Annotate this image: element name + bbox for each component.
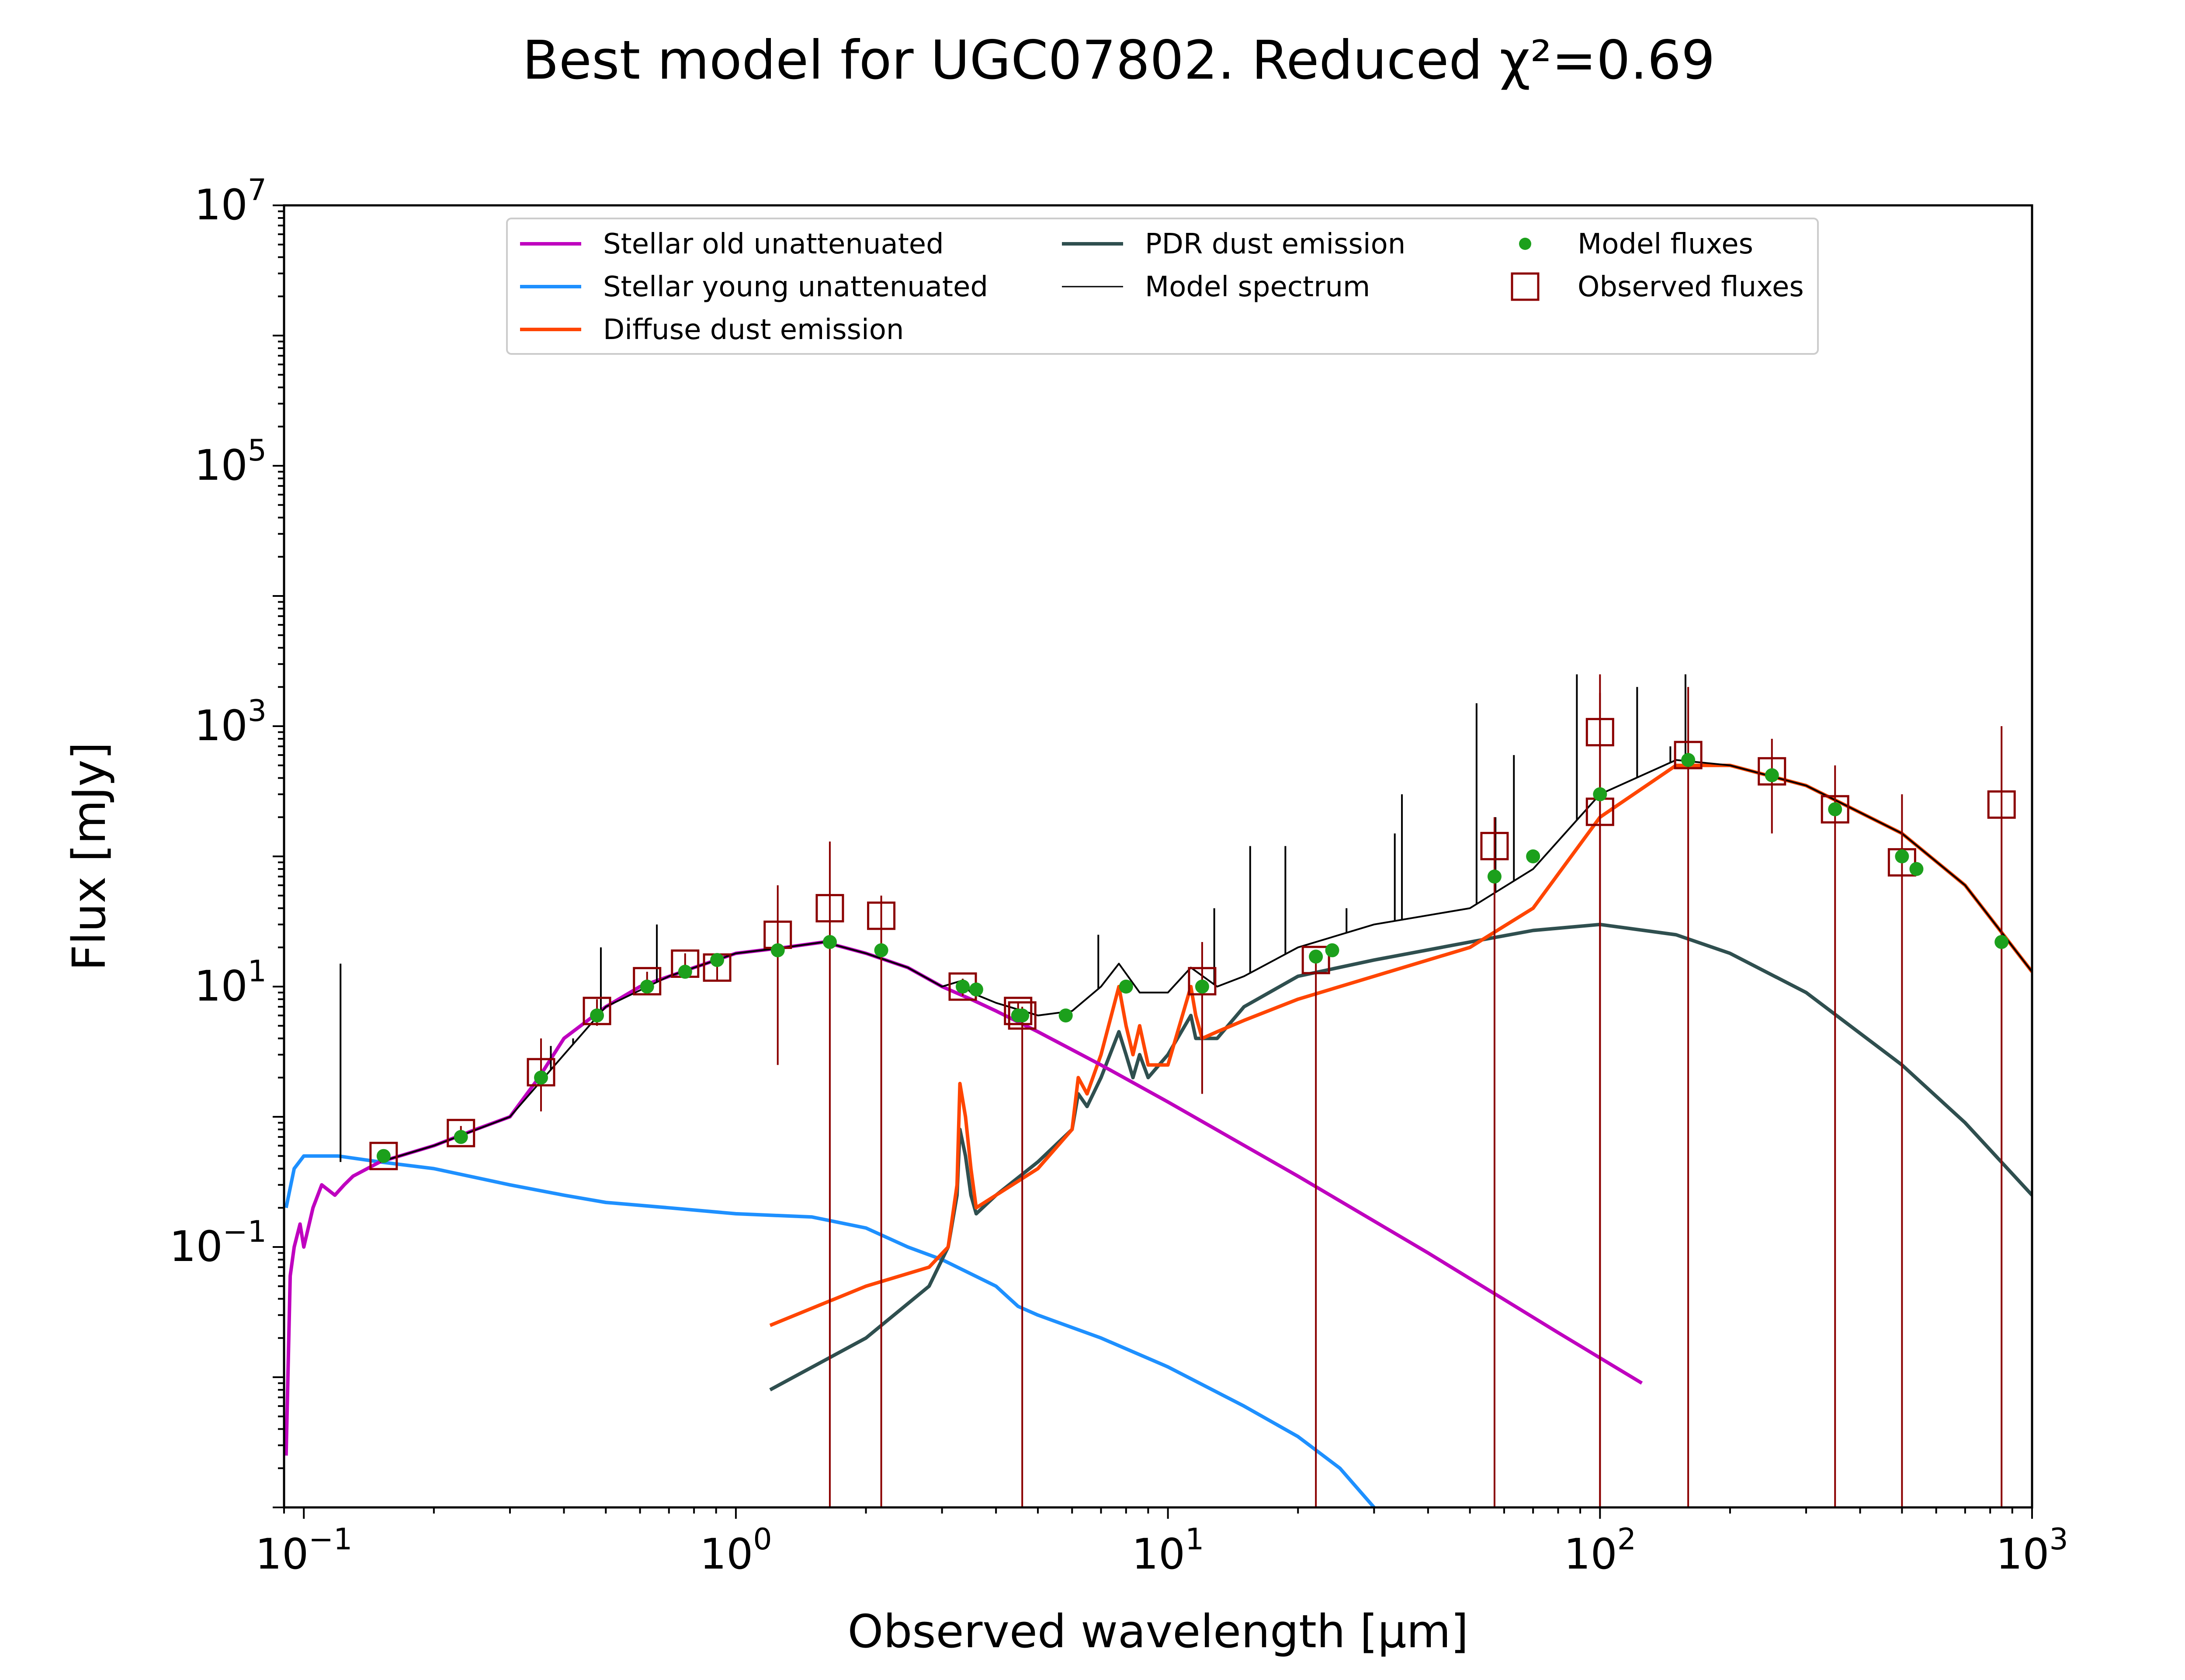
plot-frame — [283, 204, 2033, 1509]
observed-flux-marker — [633, 967, 662, 996]
x-tick-label: 103 — [1996, 1522, 2068, 1579]
model-flux-point — [1828, 802, 1842, 817]
legend-item: Diffuse dust emission — [520, 314, 904, 346]
model-flux-point — [874, 943, 888, 957]
model-flux-point — [534, 1070, 548, 1085]
model-flux-point — [1765, 768, 1779, 783]
legend-label: Model fluxes — [1578, 228, 1753, 260]
model-flux-point — [678, 965, 692, 979]
y-axis: 10−1 101 103 105 107 — [170, 173, 284, 1508]
observed-flux-point — [815, 842, 844, 1507]
model-flux-point — [822, 935, 837, 949]
x-tick-label: 102 — [1564, 1522, 1636, 1579]
model-flux-point — [640, 980, 654, 994]
model-flux-point — [770, 943, 785, 957]
legend-label: Stellar old unattenuated — [603, 228, 944, 260]
model-flux-point — [1119, 980, 1133, 994]
legend-label: PDR dust emission — [1145, 228, 1405, 260]
model-flux-point — [956, 980, 970, 994]
model-flux-point — [1593, 787, 1607, 801]
legend-label: Diffuse dust emission — [603, 314, 904, 346]
observed-flux-point — [1821, 765, 1849, 1507]
model-flux-point — [1487, 869, 1502, 884]
observed-flux-marker — [1188, 967, 1217, 996]
observed-flux-marker — [1004, 997, 1033, 1025]
legend-label: Observed fluxes — [1578, 271, 1804, 303]
model-flux-point — [1015, 1008, 1030, 1023]
observed-flux-point — [1987, 726, 2016, 1507]
x-axis: 10−1 100 101 102 103 — [255, 1507, 2068, 1579]
observed-flux-point — [1585, 693, 1614, 1507]
observed-flux-marker — [527, 1058, 555, 1087]
observed-flux-marker — [1301, 946, 1330, 974]
model-flux-point — [1195, 980, 1209, 994]
plot-area — [284, 674, 2032, 1507]
model-flux-point — [590, 1008, 604, 1023]
x-tick-label: 10−1 — [255, 1522, 352, 1579]
legend-item: Observed fluxes — [1511, 271, 1804, 303]
model-flux-point — [1681, 753, 1696, 767]
observed-flux-point — [1188, 942, 1217, 1094]
observed-flux-marker — [867, 901, 896, 930]
legend-swatch — [1519, 238, 1531, 250]
model-flux-point — [1895, 849, 1909, 863]
observed-flux-marker — [583, 997, 611, 1025]
model-flux-point — [710, 953, 725, 967]
y-tick-label: 10−1 — [170, 1215, 267, 1271]
observed-flux-marker — [1821, 795, 1849, 824]
observed-flux-marker — [447, 1119, 475, 1147]
observed-flux-marker — [1987, 790, 2016, 819]
legend-swatch — [1511, 272, 1540, 301]
observed-flux-point — [867, 895, 896, 1507]
legend-label: Stellar young unattenuated — [603, 271, 988, 303]
observed-flux-marker — [1008, 1001, 1037, 1030]
legend-item: Model spectrum — [1062, 271, 1370, 303]
observed-flux-point — [763, 885, 792, 1065]
observed-flux-marker — [1674, 741, 1703, 769]
y-tick-label: 107 — [194, 173, 267, 229]
x-tick-label: 100 — [700, 1522, 772, 1579]
model-flux-point — [1994, 935, 2009, 949]
series-line-stellar-old-unattenuated — [284, 940, 1643, 1456]
y-axis-label: Flux [mJy] — [62, 742, 116, 971]
observed-flux-marker — [1758, 757, 1786, 786]
observed-flux-marker — [369, 1142, 398, 1171]
model-flux-point — [1526, 849, 1540, 863]
model-flux-point — [969, 982, 983, 997]
series-line-stellar-young-unattenuated — [284, 1154, 1376, 1507]
chart-title: Best model for UGC07802. Reduced χ²=0.69 — [522, 29, 1715, 91]
model-flux-point — [376, 1149, 391, 1163]
legend: Stellar old unattenuated Stellar young un… — [506, 218, 1819, 355]
model-flux-point — [1909, 862, 1924, 876]
legend-box — [506, 218, 1819, 355]
model-flux-point — [1325, 943, 1339, 957]
y-tick-label: 101 — [194, 954, 267, 1011]
observed-flux-marker — [815, 894, 844, 923]
y-tick-label: 105 — [194, 433, 267, 490]
x-axis-label: Observed wavelength [μm] — [848, 1605, 1469, 1658]
y-tick-label: 103 — [194, 694, 267, 750]
observed-flux-point — [1758, 738, 1786, 834]
observed-flux-point — [1008, 1001, 1037, 1507]
observed-flux-marker — [1480, 831, 1509, 860]
legend-item: Model fluxes — [1519, 228, 1753, 260]
legend-item: Stellar young unattenuated — [520, 271, 988, 303]
legend-label: Model spectrum — [1145, 271, 1370, 303]
legend-item: PDR dust emission — [1062, 228, 1405, 260]
x-tick-label: 101 — [1132, 1522, 1204, 1579]
model-flux-point — [1058, 1008, 1073, 1023]
observed-flux-point — [1301, 946, 1330, 1507]
model-flux-point — [1309, 949, 1323, 964]
observed-flux-point — [1887, 794, 1916, 1507]
series-line-model-spectrum — [379, 759, 2032, 1163]
observed-flux-point — [1480, 817, 1509, 1507]
legend-item: Stellar old unattenuated — [520, 228, 944, 260]
observed-flux-point — [1674, 687, 1703, 1507]
model-flux-point — [454, 1130, 468, 1144]
